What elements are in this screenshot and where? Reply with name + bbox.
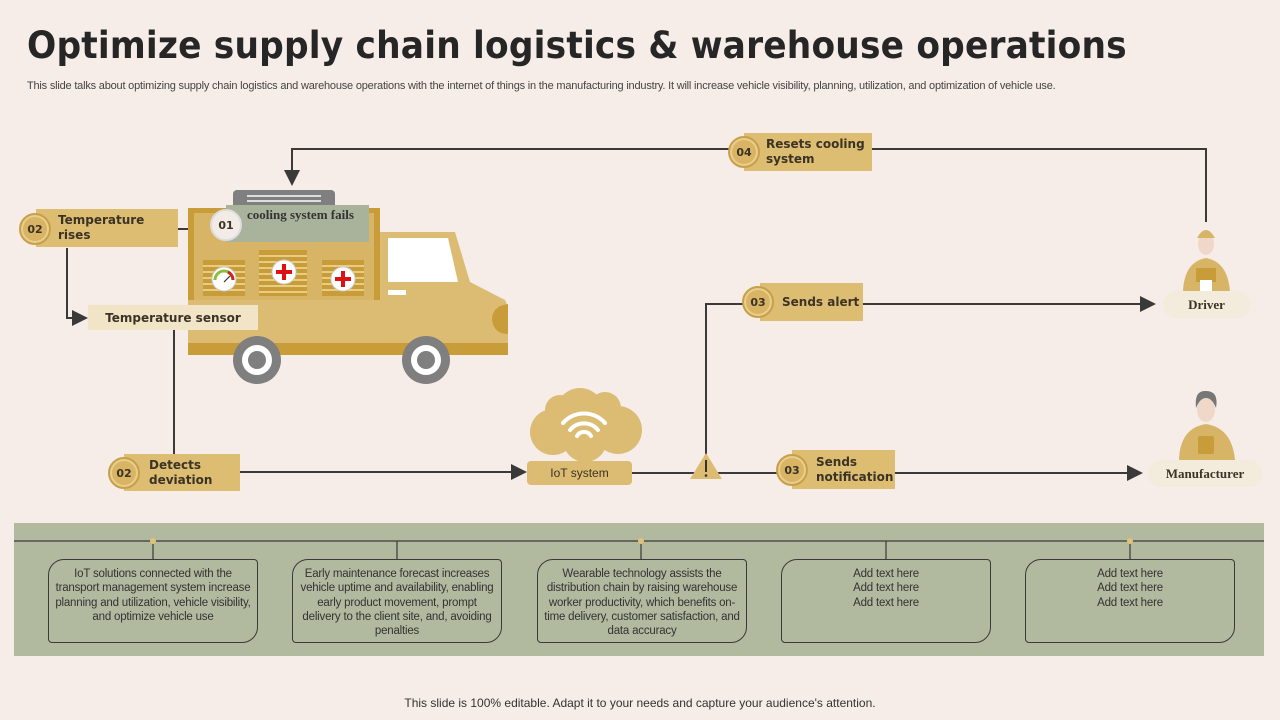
manufacturer-label: Manufacturer	[1148, 460, 1262, 487]
temp-to-sensor-connector	[66, 248, 88, 326]
step-badge-04: 04	[728, 136, 760, 168]
timeline-dot	[638, 538, 644, 544]
footer-note: This slide is 100% editable. Adapt it to…	[404, 696, 876, 710]
cooling-fails-label: cooling system fails	[247, 207, 354, 222]
cooling-label-bg	[226, 205, 369, 242]
step-badge-02: 02	[19, 213, 51, 245]
benefit-card-3: Wearable technology assists the distribu…	[537, 559, 747, 643]
temperature-rises-label: Temperature rises	[58, 213, 145, 242]
warning-icon	[690, 453, 722, 479]
page-title: Optimize supply chain logistics & wareho…	[27, 24, 1127, 67]
benefit-card-2: Early maintenance forecast increases veh…	[292, 559, 502, 643]
driver-label: Driver	[1163, 291, 1250, 318]
truck-icon	[188, 190, 508, 384]
driver-avatar-icon	[1183, 230, 1230, 292]
sends-notification-label: Sends notification	[816, 454, 894, 484]
wifi-cloud-icon	[530, 388, 642, 462]
benefit-card-1: IoT solutions connected with the transpo…	[48, 559, 258, 643]
timeline-dot	[150, 538, 156, 544]
manufacturer-avatar-icon	[1179, 390, 1235, 460]
step-badge-01: 01	[210, 209, 242, 241]
detects-deviation-label: Detects deviation	[149, 457, 213, 487]
gauge-icon	[211, 266, 237, 292]
temperature-rises-step: Temperature rises	[36, 209, 178, 247]
resets-cooling-step: Resets cooling system	[744, 133, 872, 171]
truck-wheel	[233, 336, 281, 384]
sends-notification-step: Sends notification	[792, 450, 895, 489]
temperature-sensor-box: Temperature sensor	[88, 305, 258, 330]
benefit-card-5[interactable]: Add text here Add text here Add text her…	[1025, 559, 1235, 643]
sends-alert-step: Sends alert	[760, 283, 863, 321]
step-badge-03: 03	[776, 454, 808, 486]
benefits-panel	[14, 523, 1264, 656]
step-badge-03: 03	[742, 286, 774, 318]
resets-cooling-label: Resets cooling system	[766, 137, 865, 166]
iot-system-box: IoT system	[527, 461, 632, 485]
benefit-card-4[interactable]: Add text here Add text here Add text her…	[781, 559, 991, 643]
timeline-dot	[1127, 538, 1133, 544]
detects-deviation-step: Detects deviation	[124, 454, 240, 491]
truck-wheel	[402, 336, 450, 384]
medical-cross-icon	[330, 266, 356, 292]
page-subtitle: This slide talks about optimizing supply…	[27, 80, 1056, 92]
medical-cross-icon	[271, 259, 297, 285]
alert-connector	[705, 296, 1156, 460]
step-badge-02: 02	[108, 457, 140, 489]
sends-alert-label: Sends alert	[782, 294, 860, 309]
